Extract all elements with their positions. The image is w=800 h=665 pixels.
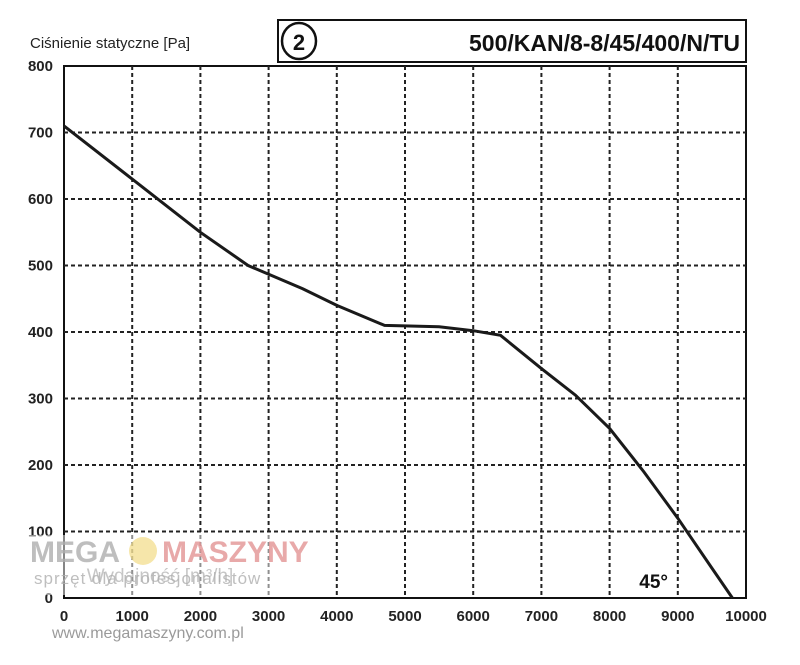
x-tick-label: 10000 [725,608,767,625]
x-tick-label: 9000 [661,608,694,625]
y-tick-label: 300 [28,391,53,408]
x-tick-label: 3000 [252,608,285,625]
watermark-maszyny: MASZYNY [162,536,309,569]
y-tick-label: 800 [28,58,53,75]
x-tick-label: 2000 [184,608,217,625]
x-tick-label: 7000 [525,608,558,625]
x-tick-label: 8000 [593,608,626,625]
watermark-logo-icon [129,537,157,565]
y-axis-label: Ciśnienie statyczne [Pa] [30,35,190,52]
performance-curve [63,124,734,599]
watermark: MEGA MASZYNY sprzęt dla profesjonalistów [28,535,320,595]
watermark-url: www.megamaszyny.com.pl [51,625,244,642]
grid-lines [64,66,746,598]
y-tick-labels: 0 100 200 300 400 500 600 700 800 [28,58,53,607]
x-tick-label: 1000 [116,608,149,625]
x-tick-label: 6000 [457,608,490,625]
curve-number-badge [280,21,318,61]
model-code: 500/KAN/8-8/45/400/N/TU [469,30,740,56]
y-tick-label: 400 [28,324,53,341]
x-tick-labels: 0 1000 2000 3000 4000 5000 6000 7000 8000 9000 100… [60,608,767,625]
curve-number: 2 [293,30,305,55]
watermark-backdrop [28,535,320,595]
watermark-tagline: sprzęt dla profesjonalistów [34,569,261,588]
x-tick-label: 5000 [388,608,421,625]
model-header-box [277,19,747,63]
blade-angle-label: 45° [639,572,668,593]
y-tick-label: 700 [28,125,53,142]
watermark-mega: MEGA [30,536,120,569]
y-tick-label: 200 [28,457,53,474]
x-tick-label: 0 [60,608,68,625]
x-tick-label: 4000 [320,608,353,625]
y-tick-label: 600 [28,191,53,208]
y-tick-label: 500 [28,258,53,275]
y-tick-label: 100 [28,524,53,541]
y-tick-label: 0 [45,590,53,607]
x-axis-label: Wydajność [m³/h] [87,566,234,587]
